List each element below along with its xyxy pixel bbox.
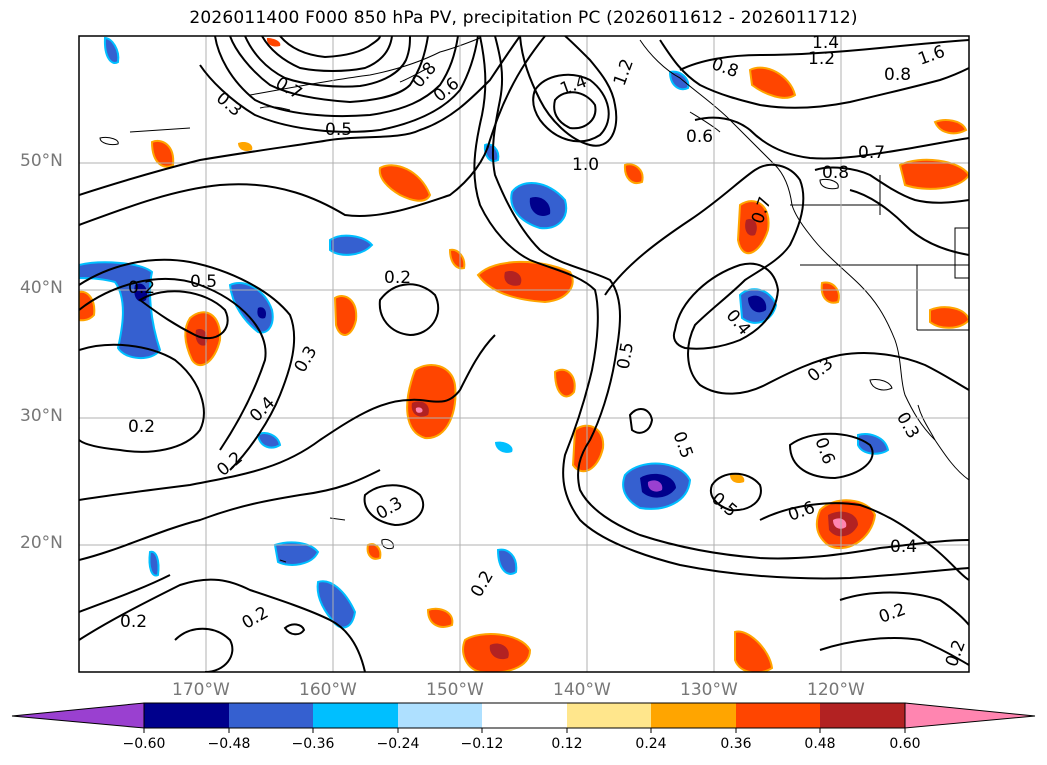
colorbar-tick-label: 0.12	[551, 736, 583, 752]
contour-label: 0.7	[858, 143, 885, 163]
colorbar-segment	[482, 703, 567, 728]
lon-label-140w: 140°W	[553, 680, 611, 700]
lon-label-130w: 130°W	[680, 680, 738, 700]
lon-label-170w: 170°W	[172, 680, 230, 700]
lat-label-50n: 50°N	[20, 151, 63, 171]
contour-label: 0.8	[884, 65, 911, 85]
colorbar-tick-label: −0.60	[122, 736, 166, 752]
contour-label: 0.5	[190, 272, 217, 292]
colorbar-tick-label: 0.24	[635, 736, 667, 752]
contour-label: 0.8	[822, 163, 849, 183]
map-frame-border	[78, 35, 970, 673]
map-title: 2026011400 F000 850 hPa PV, precipitatio…	[189, 8, 858, 28]
contour-label: 1.4	[812, 33, 839, 53]
contour-label: 0.5	[325, 120, 352, 140]
colorbar	[11, 702, 1036, 733]
colorbar-segment	[567, 703, 651, 728]
lon-label-120w: 120°W	[807, 680, 865, 700]
colorbar-tick-label: −0.24	[376, 736, 420, 752]
colorbar-extend-high	[904, 702, 1036, 729]
contour-label: 1.2	[808, 49, 835, 69]
contour-labels: 0.2 0.5 0.2 0.3 0.4 0.2 0.2 0.3 0.2 0.2 …	[120, 33, 969, 670]
contour-label: 0.5	[614, 341, 638, 371]
colorbar-segment	[144, 703, 229, 728]
colorbar-segment	[313, 703, 398, 728]
coastline	[99, 37, 969, 563]
lat-label-20n: 20°N	[20, 533, 63, 553]
contour-label: 0.2	[128, 417, 155, 437]
colorbar-tick-label: 0.48	[804, 736, 836, 752]
colorbar-segment	[229, 703, 313, 728]
colorbar-segment	[820, 703, 905, 728]
lon-label-150w: 150°W	[426, 680, 484, 700]
colorbar-tick-label: 0.60	[889, 736, 921, 752]
contour-label: 0.2	[128, 278, 155, 298]
graticule	[79, 36, 969, 672]
colorbar-tick-label: −0.12	[460, 736, 504, 752]
positive-precip-shading	[79, 38, 969, 672]
contour-label: 0.4	[890, 537, 917, 557]
colorbar-segment	[736, 703, 820, 728]
pv-contours	[79, 36, 969, 672]
lon-label-160w: 160°W	[299, 680, 357, 700]
colorbar-tick-label: −0.36	[291, 736, 335, 752]
contour-label: 0.6	[686, 127, 713, 147]
contour-label: 0.2	[384, 268, 411, 288]
lat-label-40n: 40°N	[20, 278, 63, 298]
colorbar-extend-low	[11, 702, 145, 729]
contour-label: 0.2	[120, 612, 147, 632]
colorbar-tick-label: −0.48	[207, 736, 251, 752]
colorbar-tick-label: 0.36	[720, 736, 752, 752]
colorbar-segment	[651, 703, 736, 728]
contour-label: 1.0	[572, 155, 599, 175]
colorbar-segment	[398, 703, 482, 728]
lat-label-30n: 30°N	[20, 406, 63, 426]
